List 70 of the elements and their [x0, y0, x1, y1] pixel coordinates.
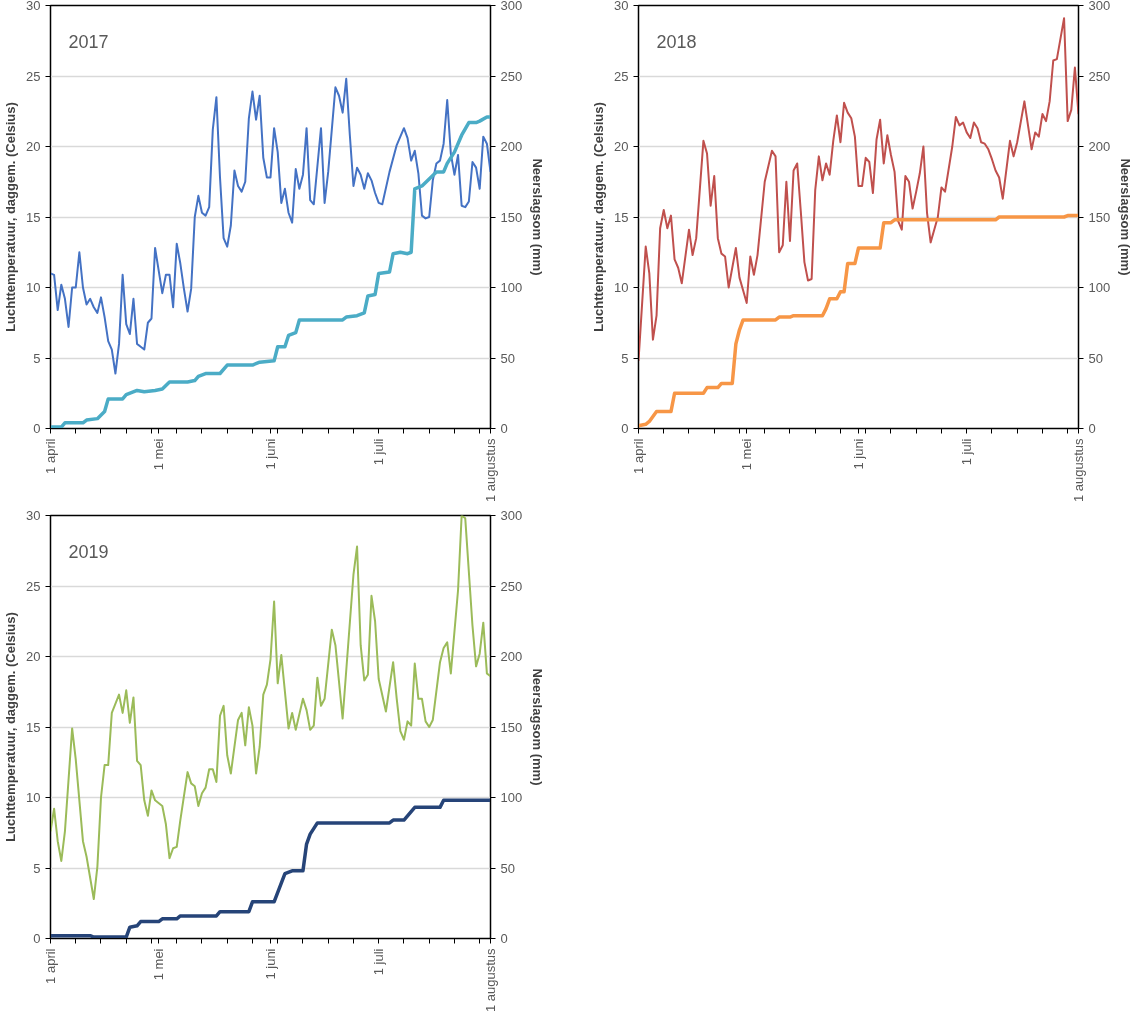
- text: 2017: [68, 31, 109, 52]
- y2-axis-title: Neerslagsom (mm): [530, 668, 546, 786]
- line-series: [50, 515, 491, 901]
- x-tick-label: 1 mei: [151, 948, 167, 981]
- y-axis-title: Luchttemperatuur, daggem. (Celsius): [3, 612, 19, 842]
- y2-tick-label: 0: [500, 421, 508, 436]
- y-tick-label: 20: [614, 139, 629, 154]
- y-tick-label: 30: [26, 508, 41, 523]
- line-series: [638, 17, 1079, 362]
- y-tick-label: 20: [26, 139, 41, 154]
- y2-tick-label: 0: [500, 931, 508, 946]
- y-tick-label: 0: [621, 421, 629, 436]
- line-series: [50, 77, 491, 375]
- y-tick-label: 5: [621, 350, 629, 366]
- x-tick-label: 1 augustus: [483, 948, 498, 1013]
- y-tick-label: 10: [614, 280, 629, 295]
- y2-tick-label: 150: [1088, 209, 1111, 225]
- y-tick-label: 5: [33, 350, 41, 366]
- y2-tick-label: 50: [500, 350, 515, 366]
- y-axis-title: Luchttemperatuur, daggem. (Celsius): [591, 102, 607, 332]
- x-tick-label: 1 juni: [263, 438, 278, 470]
- y-tick-label: 15: [26, 719, 41, 735]
- y2-tick-label: 50: [1088, 350, 1103, 366]
- y2-tick-label: 50: [500, 860, 515, 876]
- y2-tick-label: 300: [500, 0, 523, 13]
- x-tick-label: 1 juli: [371, 438, 387, 466]
- y-tick-label: 25: [614, 68, 629, 84]
- text: 2019: [68, 541, 109, 562]
- y2-tick-label: 300: [500, 508, 523, 523]
- y-tick-label: 25: [26, 578, 41, 594]
- x-tick-label: 1 juni: [263, 948, 278, 980]
- x-tick-label: 1 juli: [371, 948, 387, 976]
- x-tick-label: 1 juli: [959, 438, 975, 466]
- text: 2018: [656, 31, 697, 52]
- y2-tick-label: 100: [500, 280, 523, 295]
- y2-tick-label: 200: [1088, 139, 1111, 154]
- y2-tick-label: 0: [1088, 421, 1096, 436]
- y2-tick-label: 300: [1088, 0, 1111, 13]
- x-tick-label: 1 augustus: [483, 438, 498, 503]
- y2-axis-title: Neerslagsom (mm): [530, 158, 546, 276]
- y-tick-label: 15: [26, 209, 41, 225]
- y-axis-title: Luchttemperatuur, daggem. (Celsius): [3, 102, 19, 332]
- y-tick-label: 15: [614, 209, 629, 225]
- y2-tick-label: 150: [500, 719, 523, 735]
- y-tick-label: 0: [33, 421, 41, 436]
- x-tick-label: 1 mei: [739, 438, 755, 471]
- line-series: [638, 213, 1079, 428]
- y2-axis-title: Neerslagsom (mm): [1118, 158, 1134, 276]
- y2-tick-label: 250: [1088, 68, 1111, 84]
- y2-tick-label: 200: [500, 139, 523, 154]
- y-tick-label: 10: [26, 790, 41, 805]
- x-tick-label: 1 april: [43, 948, 58, 984]
- x-tick-label: 1 mei: [151, 438, 167, 471]
- x-tick-label: 1 april: [43, 438, 58, 474]
- x-tick-label: 1 augustus: [1071, 438, 1086, 503]
- y2-tick-label: 100: [500, 790, 523, 805]
- y-tick-label: 30: [26, 0, 41, 13]
- y-tick-label: 10: [26, 280, 41, 295]
- y-tick-label: 0: [33, 931, 41, 946]
- y2-tick-label: 250: [500, 578, 523, 594]
- y-tick-label: 30: [614, 0, 629, 13]
- y2-tick-label: 250: [500, 68, 523, 84]
- x-tick-label: 1 juni: [851, 438, 866, 470]
- y-tick-label: 5: [33, 860, 41, 876]
- y-tick-label: 25: [26, 68, 41, 84]
- y2-tick-label: 200: [500, 649, 523, 664]
- y-tick-label: 20: [26, 649, 41, 664]
- y2-tick-label: 100: [1088, 280, 1111, 295]
- y2-tick-label: 150: [500, 209, 523, 225]
- x-tick-label: 1 april: [631, 438, 646, 474]
